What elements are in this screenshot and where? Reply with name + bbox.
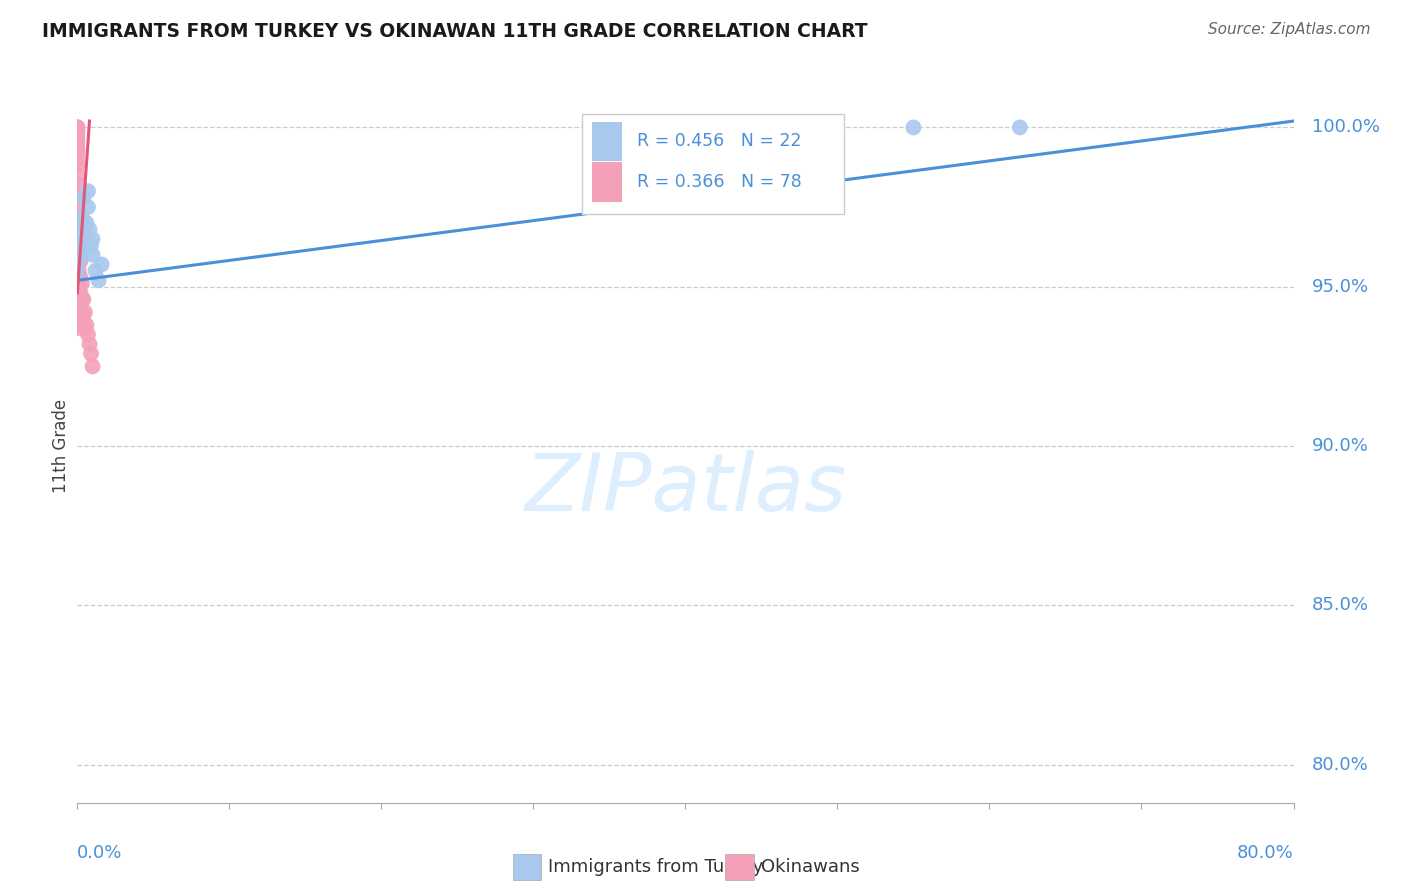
Point: [66, 127, 89, 141]
Point: [69, 222, 91, 236]
Point: [66, 238, 89, 252]
Point: [69, 270, 91, 285]
Bar: [592, 121, 623, 161]
Point: [67, 216, 90, 230]
Point: [66, 286, 89, 301]
Point: [79, 337, 101, 351]
FancyBboxPatch shape: [582, 114, 844, 214]
Point: [70, 309, 93, 323]
Text: ZIPatlas: ZIPatlas: [524, 450, 846, 528]
Point: [66, 143, 89, 157]
Point: [66, 120, 89, 135]
Point: [66, 159, 89, 173]
Point: [77, 327, 100, 342]
Text: IMMIGRANTS FROM TURKEY VS OKINAWAN 11TH GRADE CORRELATION CHART: IMMIGRANTS FROM TURKEY VS OKINAWAN 11TH …: [42, 22, 868, 41]
Point: [66, 277, 89, 291]
Point: [73, 321, 96, 335]
Point: [66, 197, 89, 211]
Point: [66, 257, 89, 271]
Point: [70, 277, 93, 291]
Text: R = 0.456   N = 22: R = 0.456 N = 22: [637, 132, 801, 150]
Point: [75, 318, 97, 332]
Text: 80.0%: 80.0%: [1312, 756, 1368, 773]
Point: [87, 273, 110, 287]
Point: [66, 136, 89, 151]
Point: [66, 130, 89, 145]
Point: [73, 305, 96, 319]
Point: [66, 120, 89, 135]
Point: [67, 295, 90, 310]
Point: [82, 359, 104, 374]
Point: [75, 216, 97, 230]
Text: Okinawans: Okinawans: [761, 858, 859, 876]
Point: [82, 248, 104, 262]
Point: [67, 248, 90, 262]
Point: [66, 267, 89, 281]
Point: [66, 123, 89, 137]
Point: [66, 315, 89, 329]
Point: [66, 187, 89, 202]
Point: [70, 210, 93, 224]
Point: [66, 120, 89, 135]
Point: [70, 293, 93, 307]
Point: [66, 264, 89, 278]
Point: [77, 184, 100, 198]
Text: Source: ZipAtlas.com: Source: ZipAtlas.com: [1208, 22, 1371, 37]
Point: [66, 133, 89, 147]
Text: 100.0%: 100.0%: [1312, 119, 1379, 136]
Point: [77, 200, 100, 214]
Point: [66, 219, 89, 234]
Point: [84, 264, 107, 278]
Text: Immigrants from Turkey: Immigrants from Turkey: [548, 858, 763, 876]
Point: [90, 257, 112, 271]
Point: [66, 178, 89, 192]
Point: [79, 222, 101, 236]
Bar: [592, 162, 623, 202]
Point: [67, 216, 90, 230]
Y-axis label: 11th Grade: 11th Grade: [52, 399, 70, 493]
Point: [69, 254, 91, 268]
Point: [69, 301, 91, 316]
Point: [67, 279, 90, 293]
Point: [66, 321, 89, 335]
Point: [69, 248, 91, 262]
Point: [82, 232, 104, 246]
Text: R = 0.366   N = 78: R = 0.366 N = 78: [637, 173, 801, 191]
Point: [70, 232, 93, 246]
Text: 80.0%: 80.0%: [1237, 844, 1294, 863]
Point: [67, 232, 90, 246]
Point: [66, 210, 89, 224]
Point: [903, 120, 925, 135]
Point: [66, 145, 89, 160]
Point: [67, 254, 90, 268]
Point: [66, 228, 89, 243]
Text: 85.0%: 85.0%: [1312, 596, 1369, 615]
Point: [66, 295, 89, 310]
Point: [66, 305, 89, 319]
Point: [66, 168, 89, 182]
Point: [72, 293, 94, 307]
Point: [66, 139, 89, 153]
Point: [66, 248, 89, 262]
Point: [1008, 120, 1031, 135]
Point: [72, 309, 94, 323]
Point: [80, 346, 103, 360]
Point: [72, 190, 94, 204]
Point: [72, 222, 94, 236]
Point: [80, 238, 103, 252]
Point: [67, 264, 90, 278]
Text: 0.0%: 0.0%: [77, 844, 122, 863]
Point: [69, 286, 91, 301]
Text: 90.0%: 90.0%: [1312, 437, 1368, 455]
Point: [66, 153, 89, 167]
Point: [73, 238, 96, 252]
Text: 95.0%: 95.0%: [1312, 277, 1369, 296]
